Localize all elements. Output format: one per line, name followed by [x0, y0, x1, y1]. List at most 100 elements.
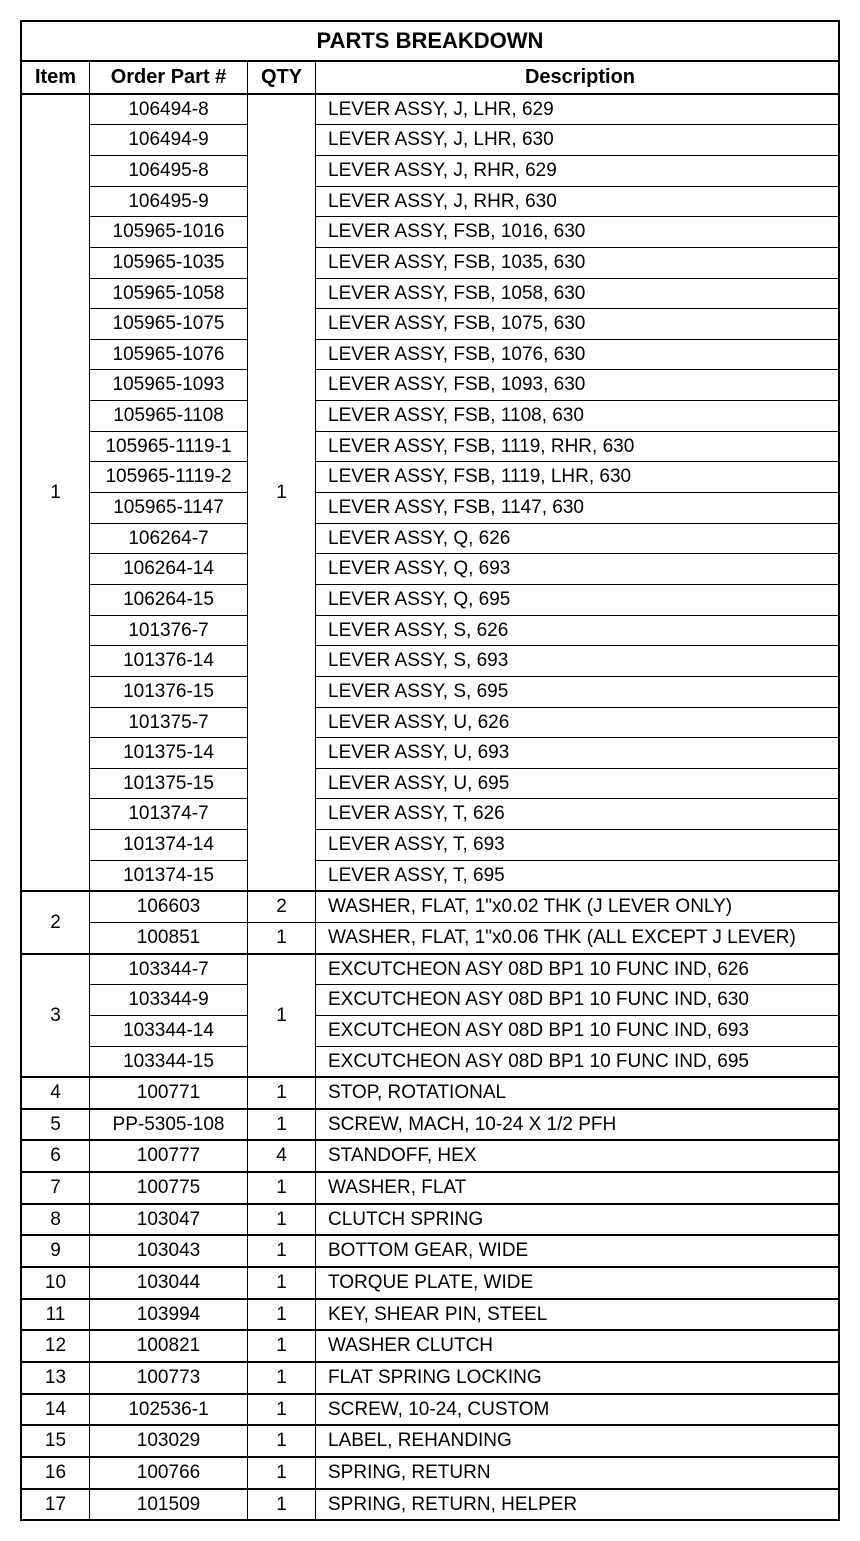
table-title: PARTS BREAKDOWN: [21, 21, 839, 61]
cell-desc: LEVER ASSY, U, 693: [316, 738, 840, 769]
cell-part: 101509: [90, 1489, 248, 1521]
cell-desc: WASHER CLUTCH: [316, 1330, 840, 1362]
cell-part: 103029: [90, 1425, 248, 1457]
cell-item: 16: [21, 1457, 90, 1489]
cell-desc: LABEL, REHANDING: [316, 1425, 840, 1457]
cell-qty: 1: [248, 1299, 316, 1331]
cell-desc: CLUTCH SPRING: [316, 1204, 840, 1236]
table-row: 101376-14LEVER ASSY, S, 693: [21, 646, 839, 677]
table-row: 106494-9 LEVER ASSY, J, LHR, 630: [21, 125, 839, 156]
cell-part: 101374-7: [90, 799, 248, 830]
cell-part: 106264-7: [90, 523, 248, 554]
cell-part: 103047: [90, 1204, 248, 1236]
table-row: 161007661SPRING, RETURN: [21, 1457, 839, 1489]
table-row: 105965-1093LEVER ASSY, FSB, 1093, 630: [21, 370, 839, 401]
cell-desc: EXCUTCHEON ASY 08D BP1 10 FUNC IND, 626: [316, 954, 840, 985]
cell-qty: 1: [248, 1204, 316, 1236]
header-qty: QTY: [248, 61, 316, 94]
table-row: 131007731FLAT SPRING LOCKING: [21, 1362, 839, 1394]
header-desc: Description: [316, 61, 840, 94]
cell-desc: LEVER ASSY, J, LHR, 629: [316, 94, 840, 125]
cell-part: 100775: [90, 1172, 248, 1204]
cell-desc: LEVER ASSY, FSB, 1108, 630: [316, 401, 840, 432]
cell-qty: 1: [248, 1235, 316, 1267]
cell-desc: LEVER ASSY, S, 695: [316, 676, 840, 707]
header-item: Item: [21, 61, 90, 94]
table-row: 105965-1119-1LEVER ASSY, FSB, 1119, RHR,…: [21, 431, 839, 462]
cell-desc: LEVER ASSY, FSB, 1119, RHR, 630: [316, 431, 840, 462]
cell-part: 102536-1: [90, 1394, 248, 1426]
cell-desc: STOP, ROTATIONAL: [316, 1077, 840, 1109]
table-row: 101376-7LEVER ASSY, S, 626: [21, 615, 839, 646]
cell-desc: LEVER ASSY, FSB, 1119, LHR, 630: [316, 462, 840, 493]
cell-qty: 4: [248, 1140, 316, 1172]
cell-part: 105965-1093: [90, 370, 248, 401]
cell-desc: LEVER ASSY, FSB, 1035, 630: [316, 247, 840, 278]
cell-part: 106494-9: [90, 125, 248, 156]
cell-desc: TORQUE PLATE, WIDE: [316, 1267, 840, 1299]
cell-item: 6: [21, 1140, 90, 1172]
table-row: 71007751WASHER, FLAT: [21, 1172, 839, 1204]
table-row: 101375-7LEVER ASSY, U, 626: [21, 707, 839, 738]
table-row: 103344-14EXCUTCHEON ASY 08D BP1 10 FUNC …: [21, 1015, 839, 1046]
cell-desc: EXCUTCHEON ASY 08D BP1 10 FUNC IND, 695: [316, 1046, 840, 1077]
cell-desc: LEVER ASSY, FSB, 1058, 630: [316, 278, 840, 309]
table-row: 5PP-5305-1081SCREW, MACH, 10-24 X 1/2 PF…: [21, 1109, 839, 1141]
cell-desc: LEVER ASSY, T, 693: [316, 830, 840, 861]
cell-desc: LEVER ASSY, S, 626: [316, 615, 840, 646]
table-row: 41007711STOP, ROTATIONAL: [21, 1077, 839, 1109]
table-row: 111039941KEY, SHEAR PIN, STEEL: [21, 1299, 839, 1331]
table-row: 151030291LABEL, REHANDING: [21, 1425, 839, 1457]
cell-part: 106264-14: [90, 554, 248, 585]
cell-desc: LEVER ASSY, T, 626: [316, 799, 840, 830]
table-row: 21066032WASHER, FLAT, 1"x0.02 THK (J LEV…: [21, 891, 839, 922]
cell-desc: SCREW, MACH, 10-24 X 1/2 PFH: [316, 1109, 840, 1141]
cell-qty: 1: [248, 94, 316, 892]
cell-part: 103043: [90, 1235, 248, 1267]
table-row: 61007774STANDOFF, HEX: [21, 1140, 839, 1172]
cell-item: 17: [21, 1489, 90, 1521]
cell-part: 106603: [90, 891, 248, 922]
cell-part: 100771: [90, 1077, 248, 1109]
table-row: 105965-1035LEVER ASSY, FSB, 1035, 630: [21, 247, 839, 278]
cell-desc: LEVER ASSY, J, RHR, 630: [316, 186, 840, 217]
cell-part: 103344-9: [90, 985, 248, 1016]
table-row: 106495-9LEVER ASSY, J, RHR, 630: [21, 186, 839, 217]
cell-desc: LEVER ASSY, Q, 626: [316, 523, 840, 554]
cell-desc: LEVER ASSY, J, RHR, 629: [316, 155, 840, 186]
table-row: 106264-7 LEVER ASSY, Q, 626: [21, 523, 839, 554]
cell-item: 1: [21, 94, 90, 892]
cell-item: 5: [21, 1109, 90, 1141]
cell-qty: 1: [248, 1172, 316, 1204]
cell-part: 101375-15: [90, 768, 248, 799]
table-row: 101374-14LEVER ASSY, T, 693: [21, 830, 839, 861]
table-row: 14102536-11SCREW, 10-24, CUSTOM: [21, 1394, 839, 1426]
cell-desc: LEVER ASSY, FSB, 1075, 630: [316, 309, 840, 340]
cell-part: 105965-1058: [90, 278, 248, 309]
table-row: 1008511WASHER, FLAT, 1"x0.06 THK (ALL EX…: [21, 922, 839, 953]
cell-item: 7: [21, 1172, 90, 1204]
table-row: 1106494-81LEVER ASSY, J, LHR, 629: [21, 94, 839, 125]
cell-desc: LEVER ASSY, J, LHR, 630: [316, 125, 840, 156]
table-row: 3103344-71EXCUTCHEON ASY 08D BP1 10 FUNC…: [21, 954, 839, 985]
cell-part: 100851: [90, 922, 248, 953]
cell-part: 100777: [90, 1140, 248, 1172]
cell-part: 103994: [90, 1299, 248, 1331]
cell-item: 12: [21, 1330, 90, 1362]
cell-part: 103044: [90, 1267, 248, 1299]
cell-qty: 1: [248, 1425, 316, 1457]
cell-part: 101376-15: [90, 676, 248, 707]
cell-desc: EXCUTCHEON ASY 08D BP1 10 FUNC IND, 693: [316, 1015, 840, 1046]
table-row: 105965-1075 LEVER ASSY, FSB, 1075, 630: [21, 309, 839, 340]
cell-desc: LEVER ASSY, FSB, 1147, 630: [316, 493, 840, 524]
cell-part: 105965-1119-2: [90, 462, 248, 493]
cell-desc: STANDOFF, HEX: [316, 1140, 840, 1172]
cell-item: 13: [21, 1362, 90, 1394]
cell-part: 100766: [90, 1457, 248, 1489]
table-row: 101374-15LEVER ASSY, T, 695: [21, 860, 839, 891]
cell-desc: SCREW, 10-24, CUSTOM: [316, 1394, 840, 1426]
table-row: 105965-1119-2 LEVER ASSY, FSB, 1119, LHR,…: [21, 462, 839, 493]
cell-part: 106495-8: [90, 155, 248, 186]
cell-part: 105965-1075: [90, 309, 248, 340]
table-row: 105965-1076LEVER ASSY, FSB, 1076, 630: [21, 339, 839, 370]
